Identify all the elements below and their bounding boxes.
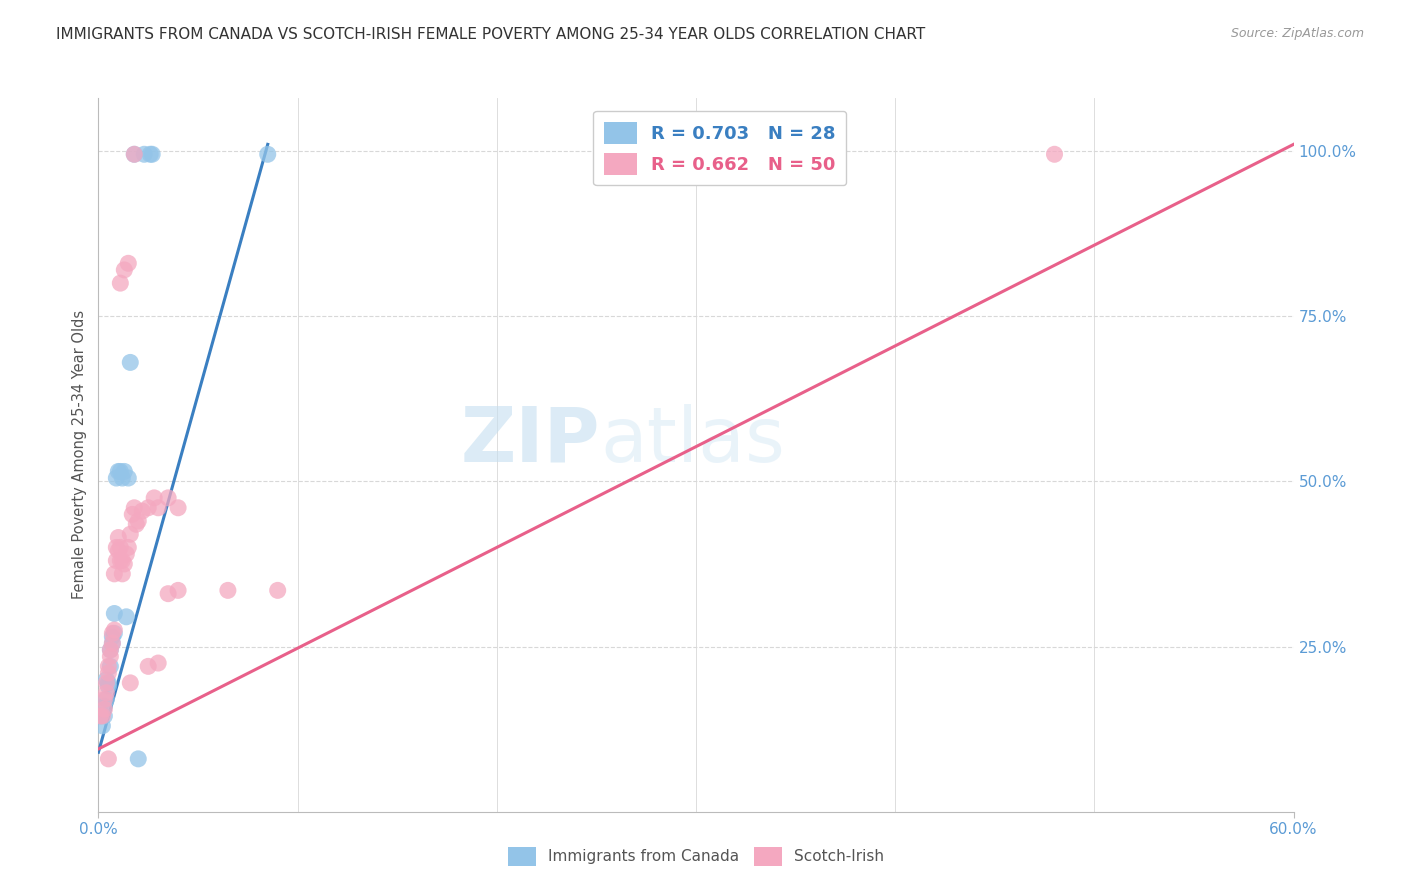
Point xyxy=(765,147,787,161)
Point xyxy=(105,554,128,568)
Point xyxy=(93,698,115,713)
Point xyxy=(115,609,138,624)
Point xyxy=(157,587,180,601)
Point xyxy=(167,583,190,598)
Point xyxy=(97,665,120,680)
Point xyxy=(111,554,134,568)
Point xyxy=(120,355,142,369)
Point xyxy=(112,557,135,571)
Point xyxy=(157,491,180,505)
Point xyxy=(117,541,139,555)
Point xyxy=(93,702,115,716)
Point xyxy=(124,500,146,515)
Point xyxy=(127,514,149,528)
Point xyxy=(89,709,111,723)
Point xyxy=(110,465,132,479)
Point xyxy=(117,471,139,485)
Point xyxy=(103,566,125,581)
Point xyxy=(101,626,124,640)
Point xyxy=(112,263,135,277)
Point xyxy=(100,643,122,657)
Point xyxy=(124,147,146,161)
Point xyxy=(100,649,122,664)
Point xyxy=(100,659,122,673)
Point xyxy=(103,626,125,640)
Point xyxy=(101,630,124,644)
Point xyxy=(256,147,278,161)
Point xyxy=(107,465,129,479)
Point xyxy=(148,500,170,515)
Point xyxy=(111,566,134,581)
Point xyxy=(267,583,290,598)
Point xyxy=(121,508,143,522)
Point xyxy=(110,554,132,568)
Point xyxy=(93,709,115,723)
Point xyxy=(120,527,142,541)
Point xyxy=(143,491,166,505)
Text: Source: ZipAtlas.com: Source: ZipAtlas.com xyxy=(1230,27,1364,40)
Point xyxy=(97,752,120,766)
Point xyxy=(125,517,148,532)
Point xyxy=(93,692,115,706)
Point xyxy=(110,541,132,555)
Point xyxy=(103,607,125,621)
Point xyxy=(103,623,125,637)
Legend: Immigrants from Canada, Scotch-Irish: Immigrants from Canada, Scotch-Irish xyxy=(502,841,890,871)
Point xyxy=(96,686,118,700)
Point xyxy=(124,147,146,161)
Point xyxy=(96,673,118,687)
Point xyxy=(110,276,132,290)
Point xyxy=(91,719,114,733)
Point xyxy=(100,643,122,657)
Point xyxy=(107,531,129,545)
Point xyxy=(139,147,162,161)
Point xyxy=(105,541,128,555)
Y-axis label: Female Poverty Among 25-34 Year Olds: Female Poverty Among 25-34 Year Olds xyxy=(72,310,87,599)
Point xyxy=(97,659,120,673)
Point xyxy=(127,752,149,766)
Point xyxy=(120,676,142,690)
Point xyxy=(111,471,134,485)
Point xyxy=(136,500,159,515)
Point xyxy=(148,656,170,670)
Point xyxy=(117,256,139,270)
Point xyxy=(97,676,120,690)
Point xyxy=(96,692,118,706)
Text: IMMIGRANTS FROM CANADA VS SCOTCH-IRISH FEMALE POVERTY AMONG 25-34 YEAR OLDS CORR: IMMIGRANTS FROM CANADA VS SCOTCH-IRISH F… xyxy=(56,27,925,42)
Point xyxy=(1043,147,1066,161)
Point xyxy=(107,543,129,558)
Point xyxy=(141,147,163,161)
Point xyxy=(167,500,190,515)
Point xyxy=(97,679,120,693)
Text: atlas: atlas xyxy=(600,404,785,477)
Point xyxy=(134,147,156,161)
Point xyxy=(136,659,159,673)
Point xyxy=(96,676,118,690)
Point xyxy=(115,547,138,561)
Point xyxy=(217,583,239,598)
Point xyxy=(101,636,124,650)
Point xyxy=(91,709,114,723)
Point xyxy=(112,465,135,479)
Point xyxy=(131,504,153,518)
Point xyxy=(105,471,128,485)
Text: ZIP: ZIP xyxy=(461,404,600,477)
Point xyxy=(89,709,111,723)
Point xyxy=(101,636,124,650)
